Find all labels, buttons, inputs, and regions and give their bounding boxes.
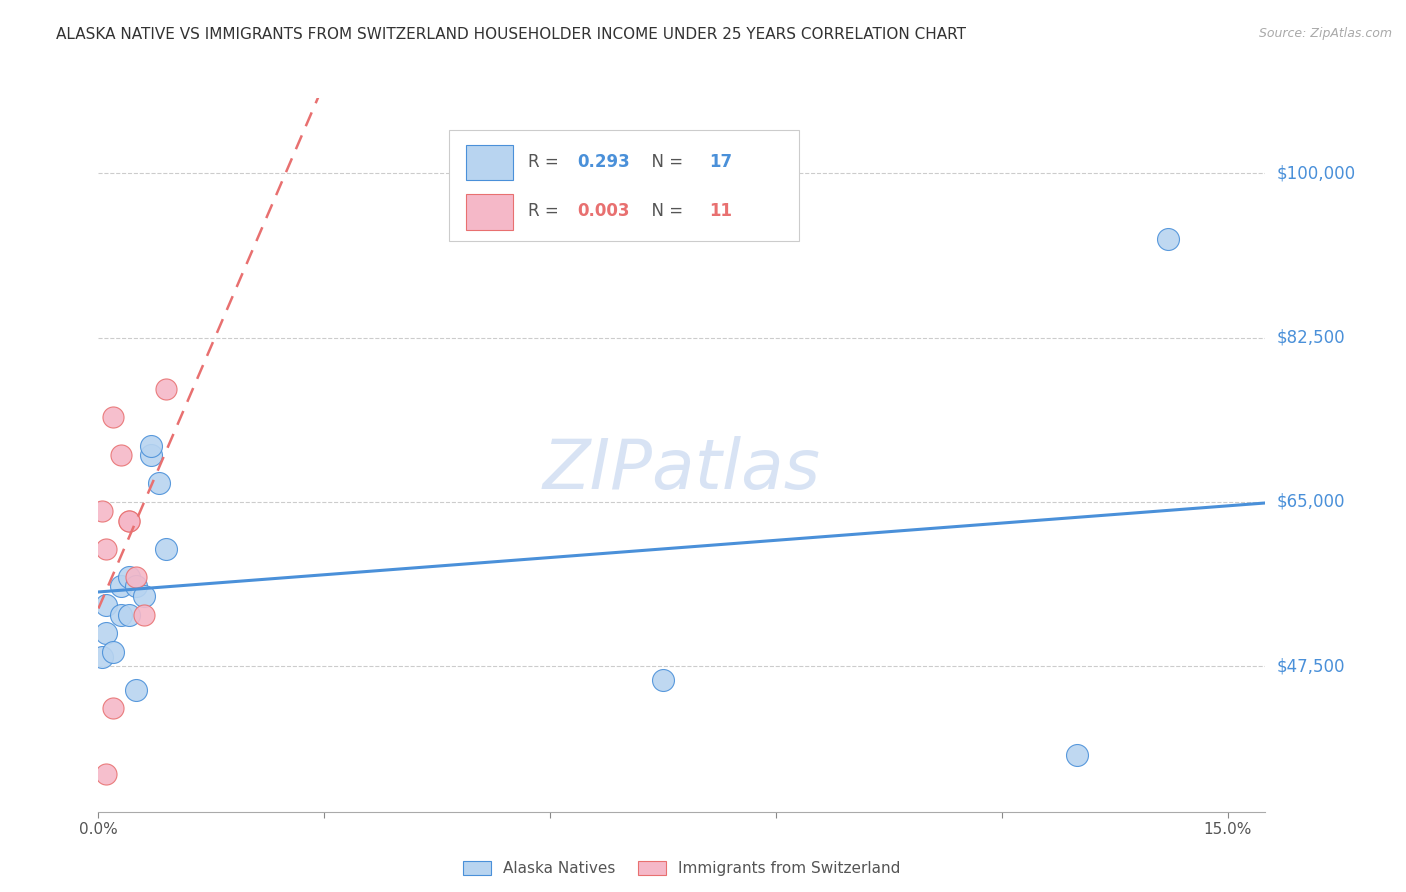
Text: N =: N = [641, 202, 689, 220]
Point [132, 607, 155, 622]
Point [94, 767, 117, 781]
FancyBboxPatch shape [449, 130, 799, 241]
Point [1156, 232, 1178, 246]
Legend: Alaska Natives, Immigrants from Switzerland: Alaska Natives, Immigrants from Switzerl… [457, 855, 907, 882]
Text: $100,000: $100,000 [1277, 164, 1355, 182]
Text: R =: R = [527, 202, 564, 220]
Text: $82,500: $82,500 [1277, 328, 1346, 347]
Text: N =: N = [641, 153, 689, 171]
Text: ALASKA NATIVE VS IMMIGRANTS FROM SWITZERLAND HOUSEHOLDER INCOME UNDER 25 YEARS C: ALASKA NATIVE VS IMMIGRANTS FROM SWITZER… [56, 27, 966, 42]
Point [110, 607, 132, 622]
Point [94, 626, 117, 640]
Point [125, 579, 148, 593]
Text: $65,000: $65,000 [1277, 493, 1346, 511]
Point [125, 570, 148, 584]
Text: $47,500: $47,500 [1277, 657, 1346, 675]
Text: 0.293: 0.293 [576, 153, 630, 171]
Point [132, 589, 155, 603]
Point [117, 570, 139, 584]
Point [139, 448, 162, 462]
FancyBboxPatch shape [465, 145, 513, 180]
Point [117, 514, 139, 528]
Point [103, 410, 125, 425]
Point [652, 673, 675, 688]
Point [94, 598, 117, 612]
Point [94, 541, 117, 556]
Point [110, 448, 132, 462]
Point [110, 579, 132, 593]
Point [1066, 748, 1088, 763]
Text: 11: 11 [709, 202, 731, 220]
Text: R =: R = [527, 153, 564, 171]
Point [155, 541, 177, 556]
Point [91, 504, 114, 518]
FancyBboxPatch shape [465, 194, 513, 230]
Text: ZIPatlas: ZIPatlas [543, 435, 821, 503]
Point [155, 382, 177, 396]
Point [103, 701, 125, 715]
Text: 0.003: 0.003 [576, 202, 630, 220]
Text: Source: ZipAtlas.com: Source: ZipAtlas.com [1258, 27, 1392, 40]
Text: 17: 17 [709, 153, 733, 171]
Point [103, 645, 125, 659]
Point [117, 607, 139, 622]
Point [139, 438, 162, 452]
Point [117, 514, 139, 528]
Point [125, 682, 148, 697]
Point [91, 649, 114, 664]
Point [148, 476, 170, 491]
